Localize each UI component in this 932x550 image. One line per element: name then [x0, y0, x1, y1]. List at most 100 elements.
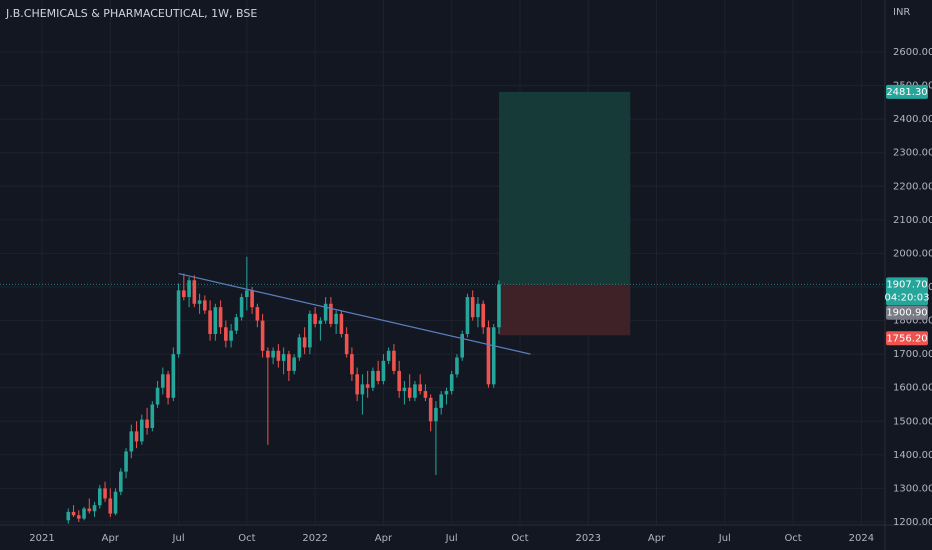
candle-body	[397, 370, 401, 392]
candle-body	[444, 391, 449, 395]
candle-body	[213, 307, 218, 334]
target-label-bg	[886, 84, 928, 99]
candle-body	[365, 384, 370, 388]
candle-body	[255, 307, 260, 321]
candle-body	[376, 370, 380, 381]
y-tick-label: 2100.00	[893, 215, 932, 226]
grid	[0, 0, 885, 525]
candle-body	[71, 511, 76, 516]
candle-body	[455, 357, 459, 375]
candle-body	[371, 370, 375, 388]
candle-body	[97, 488, 102, 506]
candle-body	[281, 354, 286, 361]
axes: 1200.00 1300.00 1400.00 1500.00 1600.00 1700.…	[29, 47, 932, 544]
candle-body	[402, 387, 407, 392]
candle-body	[413, 384, 417, 398]
candle-body	[113, 491, 118, 514]
candle-body	[218, 307, 223, 328]
candle-body	[266, 350, 270, 358]
y-tick-label: 1300.00	[893, 483, 932, 494]
candle-body	[392, 350, 396, 371]
candle-body	[87, 508, 92, 512]
prev-close-label: 1900.90	[886, 308, 927, 319]
candle-body	[476, 303, 480, 318]
y-tick-label: 2400.00	[893, 114, 932, 125]
candle-body	[155, 387, 160, 405]
last-price-label: 1907.70	[886, 279, 927, 290]
x-tick-label: Jul	[445, 533, 458, 544]
candle-body	[381, 360, 386, 381]
candle-body	[150, 404, 155, 428]
x-tick-label: Apr	[648, 533, 666, 544]
candle-body	[129, 431, 134, 452]
candle-body	[434, 407, 438, 422]
plot	[0, 91, 885, 524]
candle-body	[428, 397, 433, 422]
chart-title: J.B.CHEMICALS & PHARMACEUTICAL, 1W, BSE	[5, 7, 257, 20]
candle-body	[92, 505, 97, 512]
candle-body	[182, 290, 186, 298]
x-tick-label: 2024	[849, 533, 874, 544]
candle-body	[166, 374, 170, 398]
candle-body	[287, 354, 291, 371]
candle-body	[245, 290, 249, 298]
candle-body	[407, 387, 412, 398]
candle-body	[334, 313, 338, 324]
candle-body	[308, 313, 312, 348]
candle-body	[470, 297, 475, 318]
last-price-label-bg	[886, 277, 928, 306]
candle-body	[355, 374, 359, 395]
prev-close-label-bg	[886, 305, 928, 320]
stop-label: 1756.20	[886, 333, 927, 344]
x-tick-label: Apr	[375, 533, 393, 544]
candle-body	[66, 511, 71, 521]
candle-body	[239, 297, 244, 318]
candle-body	[350, 354, 354, 375]
candle-body	[302, 337, 307, 348]
candle-body	[124, 451, 128, 472]
y-tick-label: 2600.00	[893, 47, 932, 58]
candle-body	[292, 357, 296, 371]
countdown: 04:20:03	[885, 292, 930, 303]
x-tick-label: Jul	[172, 533, 185, 544]
y-tick-label: 1800.00	[893, 316, 932, 327]
candle-body	[329, 303, 333, 324]
candle-body	[386, 350, 391, 361]
candle-body	[360, 384, 365, 395]
candle-body	[119, 471, 123, 492]
y-tick-label: 2300.00	[893, 148, 932, 159]
y-tick-label: 1700.00	[893, 349, 932, 360]
candle-body	[344, 333, 349, 355]
loss-zone	[498, 284, 631, 336]
y-tick-label: 2200.00	[893, 181, 932, 192]
candle-body	[486, 327, 491, 385]
trendline	[178, 272, 531, 355]
candle-body	[460, 333, 464, 358]
y-tick-label: 1500.00	[893, 416, 932, 427]
y-tick-label: 1400.00	[893, 450, 932, 461]
x-tick-label: 2023	[576, 533, 601, 544]
x-tick-label: Oct	[784, 533, 801, 544]
candle-body	[145, 419, 149, 428]
x-tick-label: Jul	[718, 533, 731, 544]
candle-body	[140, 419, 144, 442]
candle-body	[171, 354, 176, 398]
candle-body	[250, 290, 254, 308]
x-tick-label: Oct	[238, 533, 255, 544]
x-tick-label: Apr	[102, 533, 120, 544]
stop-label-bg	[886, 331, 928, 346]
candle-body	[491, 327, 496, 385]
candle-body	[418, 384, 422, 392]
candle-body	[297, 337, 302, 358]
candle-body	[76, 515, 81, 519]
candle-body	[318, 320, 323, 324]
y-tick-label: 1200.00	[893, 517, 932, 528]
candle-body	[260, 320, 265, 351]
candle-body	[481, 303, 486, 328]
candle-body	[161, 374, 165, 388]
candle-body	[276, 350, 281, 361]
candle-body	[103, 488, 107, 499]
y-tick-label: 1600.00	[893, 383, 932, 394]
